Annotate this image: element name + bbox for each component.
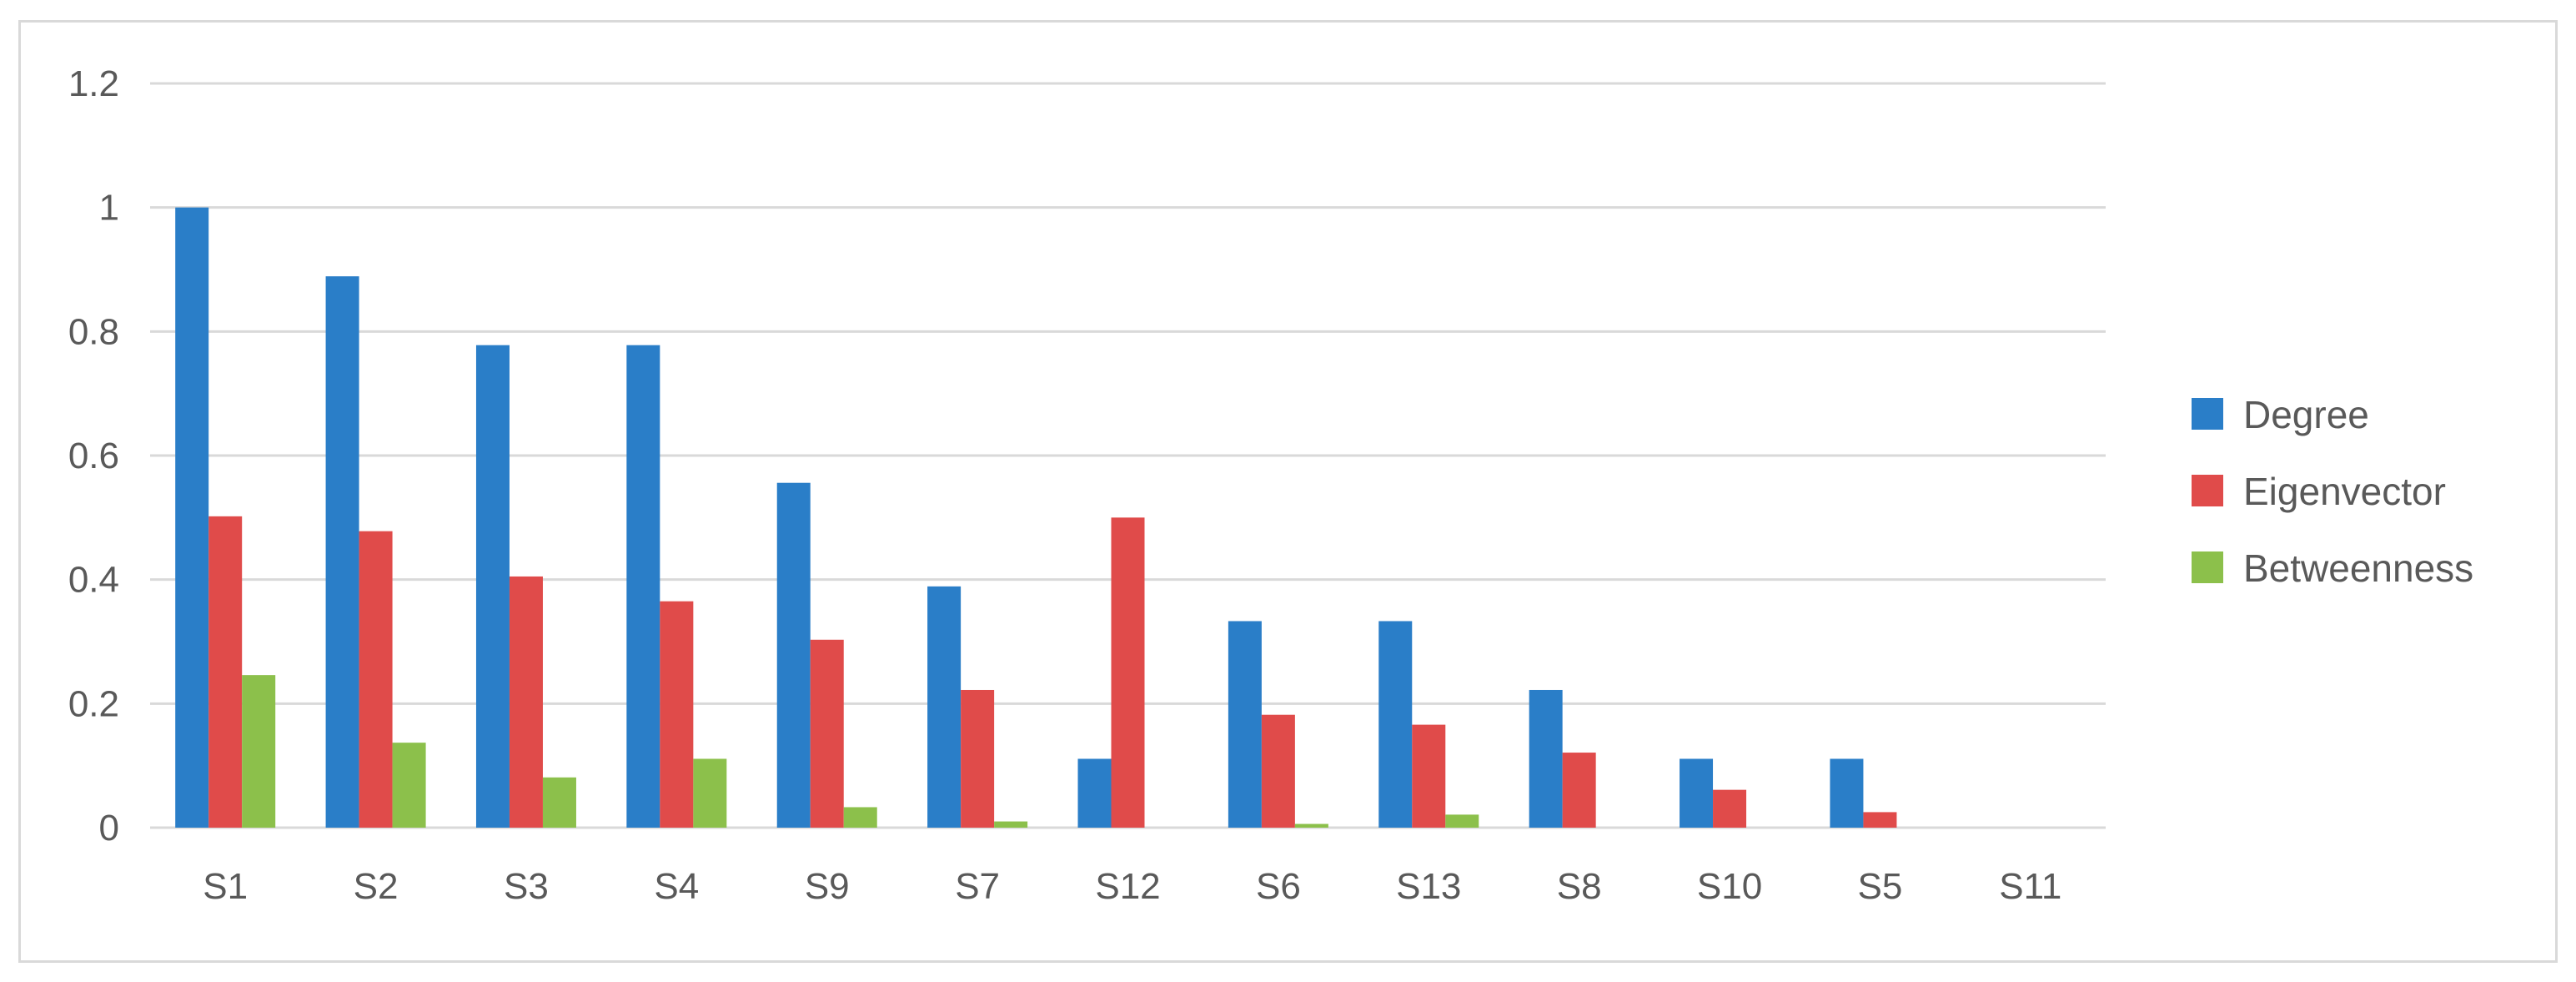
- bar: [175, 207, 209, 828]
- bar: [961, 689, 995, 828]
- y-tick-label: 1: [99, 188, 119, 229]
- y-tick-label: 0: [99, 808, 119, 849]
- x-tick-label: S7: [955, 866, 1000, 907]
- legend-swatch: [2192, 398, 2223, 430]
- bar: [660, 601, 694, 828]
- bar: [1261, 714, 1295, 828]
- y-tick-label: 0.6: [68, 436, 119, 476]
- bar: [392, 743, 426, 828]
- legend-swatch: [2192, 475, 2223, 506]
- legend-label: Eigenvector: [2243, 470, 2446, 513]
- bar: [1228, 621, 1262, 828]
- x-axis: S1 S2 S3 S4 S9 S7 S12 S6 S13 S8 S10 S5 S11: [203, 866, 2061, 907]
- x-tick-label: S2: [354, 866, 399, 907]
- bar: [927, 586, 962, 828]
- y-axis: 0 0.2 0.4 0.6 0.8 1 1.2: [68, 63, 119, 849]
- y-tick-label: 0.2: [68, 683, 119, 724]
- legend-label: Degree: [2243, 393, 2369, 436]
- bars: [175, 207, 1897, 828]
- bar: [1830, 758, 1864, 828]
- bar: [810, 639, 844, 828]
- bar: [1445, 814, 1479, 828]
- y-tick-label: 1.2: [68, 63, 119, 104]
- bar: [1077, 758, 1112, 828]
- bar: [994, 821, 1028, 828]
- x-tick-label: S13: [1396, 866, 1461, 907]
- bar: [1863, 812, 1897, 828]
- bar: [1378, 621, 1413, 828]
- x-tick-label: S1: [203, 866, 248, 907]
- bar: [475, 345, 510, 828]
- bar: [1294, 823, 1328, 828]
- x-tick-label: S4: [654, 866, 699, 907]
- chart-frame: 0 0.2 0.4 0.6 0.8 1 1.2 S1 S2 S3 S4 S9 S7 S12 S6 S13 S8…: [18, 20, 2558, 963]
- x-tick-label: S11: [1999, 866, 2061, 907]
- x-tick-label: S3: [504, 866, 549, 907]
- x-tick-label: S9: [805, 866, 850, 907]
- bar: [843, 807, 877, 828]
- legend-label: Betweenness: [2243, 546, 2473, 590]
- x-tick-label: S8: [1557, 866, 1602, 907]
- bar: [776, 482, 811, 828]
- bar: [1412, 724, 1446, 828]
- bar: [325, 276, 359, 828]
- y-tick-label: 0.4: [68, 560, 119, 601]
- legend-swatch: [2192, 551, 2223, 583]
- y-tick-label: 0.8: [68, 311, 119, 352]
- bar: [1111, 517, 1145, 828]
- legend: Degree Eigenvector Betweenness: [2192, 393, 2473, 590]
- bar: [626, 345, 660, 828]
- bar: [359, 531, 393, 828]
- bar: [542, 777, 576, 828]
- x-tick-label: S5: [1858, 866, 1903, 907]
- bar: [1713, 789, 1747, 828]
- bar: [208, 516, 243, 828]
- x-tick-label: S12: [1095, 866, 1160, 907]
- bar: [1680, 758, 1714, 828]
- x-tick-label: S6: [1256, 866, 1301, 907]
- bar: [1562, 753, 1596, 828]
- bar: [509, 576, 543, 828]
- x-tick-label: S10: [1697, 866, 1762, 907]
- bar-chart: 0 0.2 0.4 0.6 0.8 1 1.2 S1 S2 S3 S4 S9 S7 S12 S6 S13 S8…: [68, 63, 2473, 907]
- bar: [693, 758, 727, 828]
- bar: [1529, 689, 1563, 828]
- bar: [242, 675, 276, 828]
